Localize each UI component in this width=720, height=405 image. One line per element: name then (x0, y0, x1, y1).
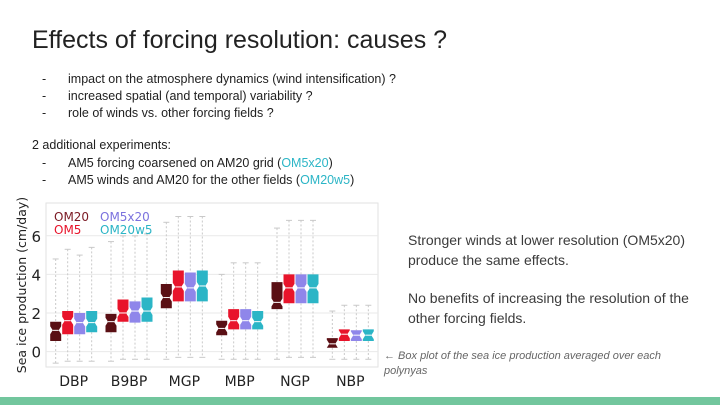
experiment-suffix: ) (350, 173, 355, 187)
experiment-code: OM20w5 (300, 173, 351, 187)
x-tick-label: DBP (59, 374, 88, 390)
x-tick-label: NGP (280, 374, 310, 390)
experiment-text: AM5 forcing coarsened on AM20 grid (OM5x… (68, 155, 333, 172)
bullet-dash: - (42, 173, 47, 187)
legend-entry-om5: OM5 (54, 223, 81, 237)
box-om20-b9bp (105, 313, 117, 333)
box-om20w5-dbp (86, 311, 98, 333)
box-om20-mgp (160, 284, 172, 309)
box-om5-b9bp (117, 299, 129, 322)
question-text: impact on the atmosphere dynamics (wind … (68, 72, 396, 86)
box-om20w5-ngp (307, 274, 319, 304)
finding-winds: Stronger winds at lower resolution (OM5x… (408, 232, 686, 268)
bullet-dash: - (42, 89, 47, 103)
box-om20w5-mbp (252, 311, 264, 330)
box-om5-ngp (283, 274, 295, 304)
experiment-code: OM5x20 (281, 156, 329, 170)
box-om5x20-b9bp (129, 301, 141, 323)
slide-title: Effects of forcing resolution: causes ? (32, 26, 448, 54)
plot-area (45, 202, 379, 368)
y-axis-label: Sea ice production (cm/day) (14, 197, 29, 373)
legend-entry-om20: OM20 (54, 210, 89, 224)
experiments-heading: 2 additional experiments: (32, 138, 171, 152)
bullet-dash: - (42, 156, 47, 170)
box-om5x20-mgp (184, 272, 196, 302)
y-tick-label: 0 (31, 344, 41, 362)
box-om5-dbp (62, 311, 74, 335)
x-tick-label: NBP (336, 374, 365, 390)
box-om5-nbp (338, 329, 350, 341)
figure-caption: ← Box plot of the sea ice production ave… (384, 350, 662, 377)
box-om5-mgp (172, 270, 184, 302)
box-om5x20-mbp (240, 309, 252, 330)
experiment-description: AM5 winds and AM20 for the other fields … (68, 173, 301, 187)
y-tick-label: 6 (31, 228, 41, 246)
box-om20-ngp (271, 282, 283, 310)
footer-accent-bar (0, 397, 720, 405)
x-tick-label: MGP (169, 374, 200, 390)
x-tick-label: MBP (225, 374, 255, 390)
question-text: increased spatial (and temporal) variabi… (68, 89, 313, 103)
legend-entry-om5x20: OM5x20 (100, 210, 150, 224)
legend-entry-om20w5: OM20w5 (100, 223, 153, 237)
experiment-description: AM5 forcing coarsened on AM20 grid ( (68, 156, 282, 170)
box-om20-nbp (326, 338, 338, 348)
box-om5-mbp (228, 309, 240, 330)
experiment-suffix: ) (328, 156, 333, 170)
bullet-dash: - (42, 106, 47, 120)
question-text: role of winds vs. other forcing fields ? (68, 106, 274, 120)
box-om5x20-ngp (295, 274, 307, 304)
finding-other-fields: No benefits of increasing the resolution… (408, 290, 689, 326)
x-tick-label: B9BP (111, 374, 148, 390)
bullet-dash: - (42, 72, 47, 86)
experiment-text: AM5 winds and AM20 for the other fields … (68, 172, 354, 189)
y-tick-label: 2 (31, 305, 41, 323)
box-om5x20-dbp (74, 313, 86, 335)
y-tick-label: 4 (31, 266, 41, 284)
box-om20w5-b9bp (141, 297, 153, 322)
box-om20-dbp (50, 321, 62, 341)
